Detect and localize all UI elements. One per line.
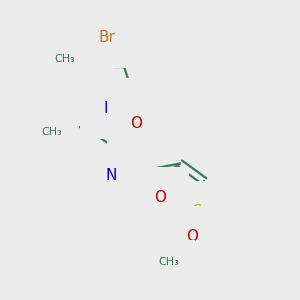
Text: O: O: [154, 190, 166, 205]
Text: N: N: [79, 86, 90, 101]
Text: O: O: [186, 229, 198, 244]
Text: CH₃: CH₃: [158, 256, 178, 266]
Text: S: S: [193, 204, 203, 219]
Text: Br: Br: [98, 30, 115, 45]
Text: CH₃: CH₃: [42, 128, 63, 137]
Text: H: H: [92, 169, 101, 182]
Text: N: N: [105, 168, 116, 183]
Text: N: N: [103, 101, 115, 116]
Text: O: O: [130, 116, 142, 131]
Text: CH₃: CH₃: [54, 54, 75, 64]
